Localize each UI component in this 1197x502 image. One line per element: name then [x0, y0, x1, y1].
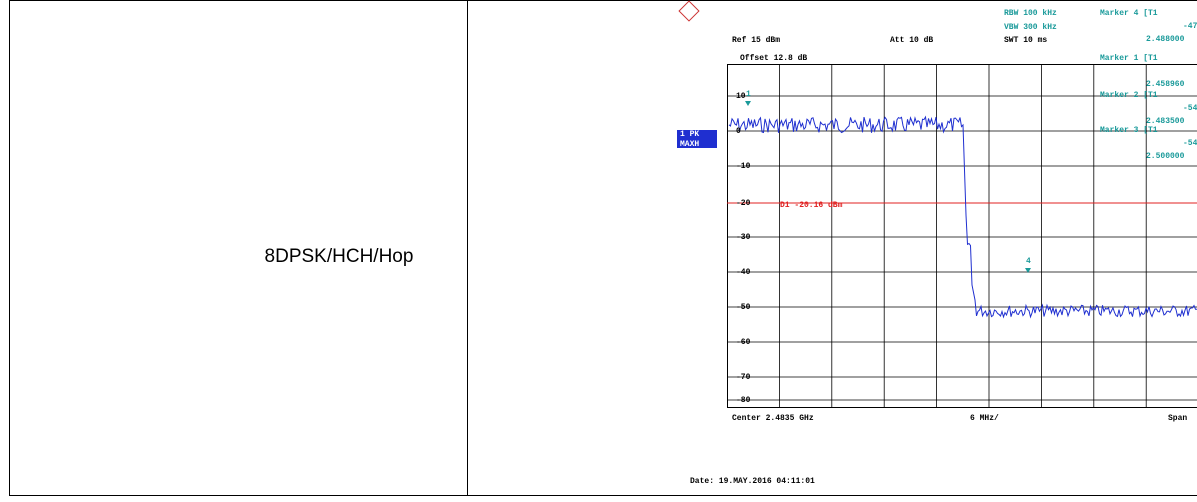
- ref-level: Ref 15 dBm: [732, 36, 780, 45]
- logo: [679, 1, 699, 21]
- level-label: -60: [736, 338, 751, 347]
- offset: Offset 12.8 dB: [740, 54, 807, 63]
- plot-frame: [728, 65, 1197, 408]
- level-label: -80: [736, 396, 751, 405]
- span: Span: [1168, 414, 1187, 423]
- marker-freq: 2.458960: [1146, 80, 1185, 89]
- level-label: 10: [736, 92, 746, 101]
- level-label: -20: [736, 199, 751, 208]
- level-label: -40: [736, 268, 751, 277]
- marker-1: [745, 101, 751, 106]
- attenuation: Att 10 dB: [890, 36, 933, 45]
- vbw: VBW 300 kHz: [1004, 23, 1057, 32]
- marker-tag: 4: [1026, 257, 1031, 266]
- level-label: -50: [736, 303, 751, 312]
- sweep-time: SWT 10 ms: [1004, 36, 1047, 45]
- marker-tag: 1: [746, 90, 751, 99]
- marker-freq: 2.488000: [1146, 35, 1185, 44]
- marker-freq: 2.500000: [1146, 152, 1185, 161]
- trace-mode: MAXH: [680, 140, 699, 149]
- cell-label: 8DPSK/HCH/Hop: [265, 246, 414, 267]
- level-label: 0: [736, 127, 741, 136]
- marker-title: Marker 3 [T1: [1100, 126, 1158, 135]
- marker-level: -54: [1183, 104, 1197, 113]
- trace-id: 1 PK: [680, 130, 699, 139]
- level-label: -70: [736, 373, 751, 382]
- marker-level: -54: [1183, 139, 1197, 148]
- trace: [729, 117, 1197, 317]
- marker-level: -47: [1183, 22, 1197, 31]
- center-freq: Center 2.4835 GHz: [732, 414, 814, 423]
- display-line-label: D1 -20.16 dBm: [780, 201, 843, 210]
- marker-title: Marker 2 [T1: [1100, 91, 1158, 100]
- date: Date: 19.MAY.2016 04:11:01: [690, 477, 815, 486]
- marker-title: Marker 4 [T1: [1100, 9, 1158, 18]
- table-border: [10, 1, 1197, 496]
- rbw: RBW 100 kHz: [1004, 9, 1057, 18]
- span-div: 6 MHz/: [970, 414, 999, 423]
- marker-title: Marker 1 [T1: [1100, 54, 1158, 63]
- marker-freq: 2.483500: [1146, 117, 1185, 126]
- level-label: -30: [736, 233, 751, 242]
- level-label: -10: [736, 162, 751, 171]
